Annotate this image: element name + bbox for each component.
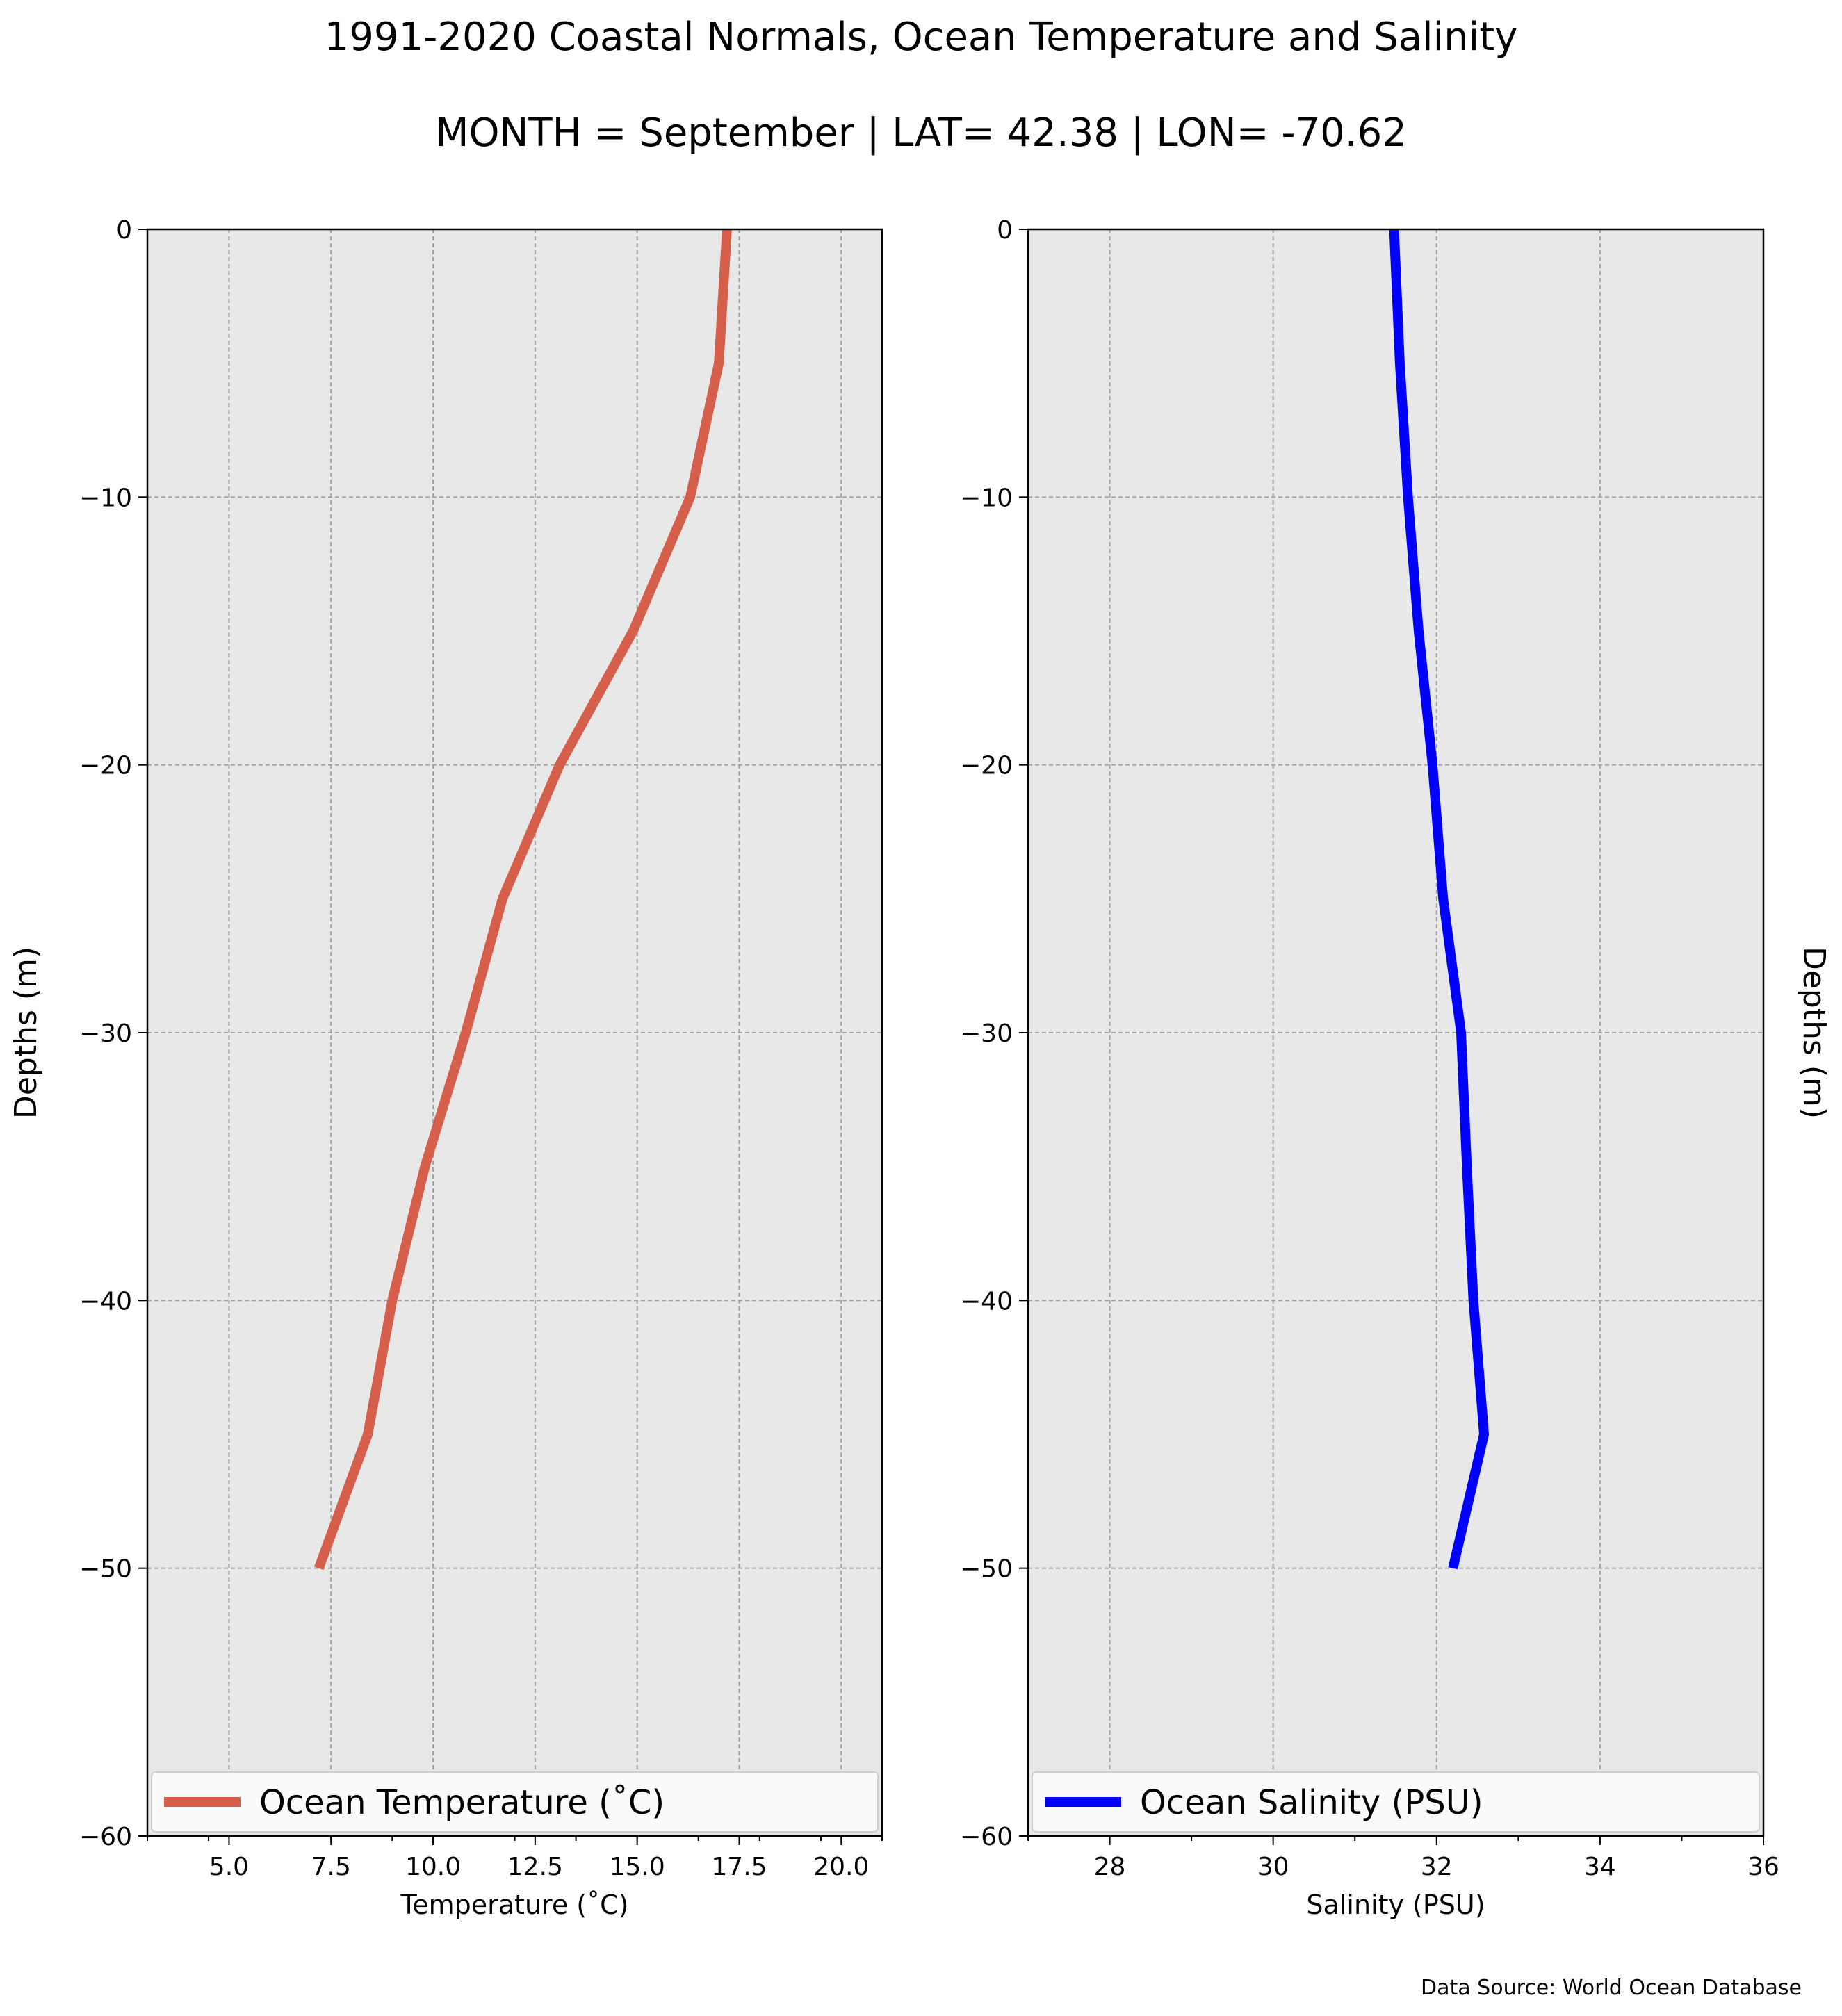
temperature-x-tick-label: 7.5: [311, 1853, 351, 1881]
temperature-y-tick-label: −30: [79, 1019, 132, 1048]
data-source-note: Data Source: World Ocean Database: [1421, 1976, 1802, 2000]
salinity-y-tick-label: −50: [960, 1555, 1013, 1584]
temperature-series-line: [314, 229, 732, 1571]
temperature-legend-box: [151, 1771, 879, 1833]
salinity-x-tick-label: 30: [1257, 1853, 1289, 1881]
temperature-x-tick-label: 15.0: [610, 1853, 665, 1881]
temperature-y-tick-label: −20: [79, 752, 132, 780]
salinity-x-tick-label: 28: [1094, 1853, 1126, 1881]
temperature-plot-area: [147, 229, 882, 1836]
temperature-x-tick-label: 17.5: [711, 1853, 767, 1881]
salinity-legend-box: [1032, 1771, 1760, 1833]
salinity-y-tick-label: −30: [960, 1019, 1013, 1048]
temperature-legend-label: Ocean Temperature (˚C): [259, 1783, 665, 1822]
salinity-panel: 28 30 32 34 36 0 −10 −20 −30 −40 −50 −60 Salinity (P…: [960, 216, 1832, 1920]
salinity-x-tick-label: 32: [1421, 1853, 1453, 1881]
salinity-y-tick-label: 0: [997, 216, 1013, 245]
temperature-panel: 5.0 7.5 10.0 12.5 15.0 17.5 20.0 0 −10 −20 −30 −40 −…: [8, 216, 883, 1920]
salinity-y-tick-label: −40: [960, 1287, 1013, 1316]
temperature-y-tick-label: −60: [79, 1823, 132, 1851]
salinity-x-axis-label: Salinity (PSU): [1306, 1890, 1485, 1920]
salinity-series-line: [1389, 229, 1490, 1570]
salinity-legend-label: Ocean Salinity (PSU): [1140, 1783, 1483, 1822]
temperature-y-axis-label: Depths (m): [8, 946, 44, 1119]
salinity-y-tick-label: −10: [960, 484, 1013, 512]
temperature-legend: Ocean Temperature (˚C): [151, 1771, 879, 1833]
temperature-x-tick-label: 10.0: [405, 1853, 461, 1881]
salinity-legend: Ocean Salinity (PSU): [1032, 1771, 1760, 1833]
salinity-x-tick-label: 36: [1747, 1853, 1779, 1881]
temperature-x-tick-label: 20.0: [813, 1853, 869, 1881]
salinity-y-tick-label: −60: [960, 1823, 1013, 1851]
chart-title: 1991-2020 Coastal Normals, Ocean Tempera…: [325, 15, 1518, 60]
temperature-x-tick-label: 5.0: [209, 1853, 249, 1881]
salinity-x-tick-label: 34: [1584, 1853, 1616, 1881]
salinity-plot-area: [1028, 229, 1763, 1836]
temperature-y-tick-label: −50: [79, 1555, 132, 1584]
temperature-y-tick-label: −40: [79, 1287, 132, 1316]
salinity-y-axis-label: Depths (m): [1796, 946, 1832, 1119]
temperature-y-tick-label: −10: [79, 484, 132, 512]
temperature-x-axis-label: Temperature (˚C): [400, 1890, 629, 1920]
salinity-y-tick-label: −20: [960, 752, 1013, 780]
temperature-y-tick-label: 0: [116, 216, 132, 245]
chart-subtitle: MONTH = September | LAT= 42.38 | LON= -7…: [435, 110, 1407, 156]
temperature-x-tick-label: 12.5: [507, 1853, 563, 1881]
